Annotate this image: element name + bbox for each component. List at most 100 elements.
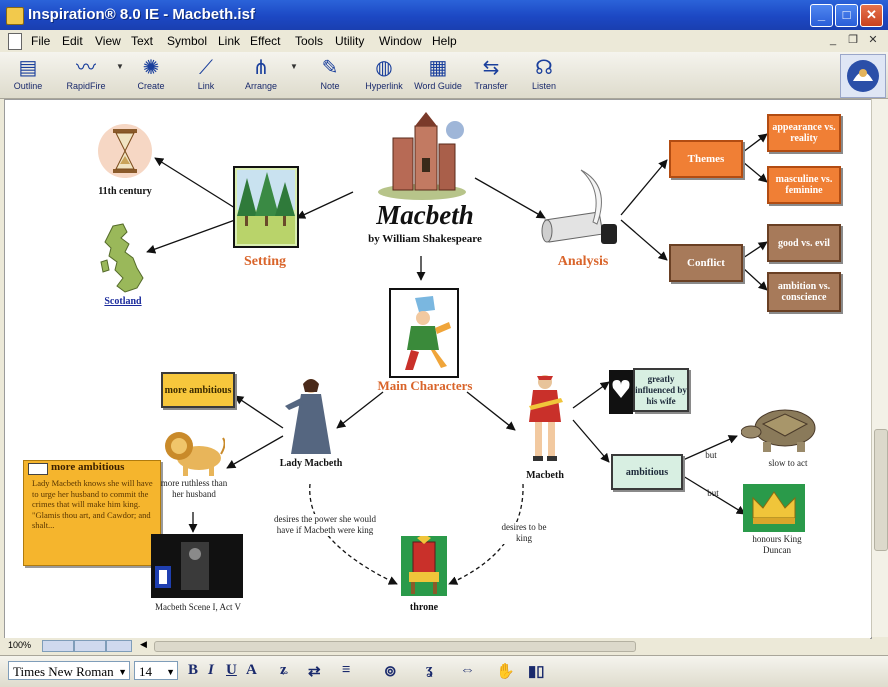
but-label-1[interactable]: but <box>705 450 717 460</box>
hourglass-picture[interactable] <box>95 122 155 180</box>
good-evil-box[interactable]: good vs. evil <box>767 224 841 262</box>
setting-label[interactable]: Setting <box>244 254 286 269</box>
document-icon[interactable] <box>8 33 22 50</box>
crown-picture[interactable] <box>743 484 805 532</box>
bold-button[interactable]: B <box>188 662 199 678</box>
note-button[interactable]: ✎ Note <box>312 55 348 95</box>
mdi-restore-icon[interactable]: ❐ <box>848 34 858 46</box>
line-thickness-icon[interactable]: ≡ <box>342 662 351 678</box>
menu-view[interactable]: View <box>95 34 121 48</box>
menu-link[interactable]: Link <box>218 34 241 48</box>
appearance-box[interactable]: appearance vs. reality <box>767 114 841 152</box>
macbeth-picture[interactable] <box>517 372 573 464</box>
more-ruthless-label[interactable]: more ruthless than her husband <box>160 478 228 499</box>
menu-window[interactable]: Window <box>379 34 422 48</box>
zoom-level[interactable]: 100% <box>8 640 32 650</box>
macbeth-character-label[interactable]: Macbeth <box>526 470 564 481</box>
size-dropdown-icon[interactable]: ▼ <box>166 667 175 677</box>
hyperlink-button[interactable]: ◍ Hyperlink <box>360 55 408 95</box>
word-guide-button[interactable]: ▦ Word Guide <box>410 55 466 95</box>
transfer-button[interactable]: ⇆ Transfer <box>470 55 512 95</box>
slow-to-act-label[interactable]: slow to act <box>768 458 808 468</box>
underline-button[interactable]: U <box>226 662 237 678</box>
link-style-icon[interactable]: ʓ <box>426 662 433 678</box>
macbeth-scene-label[interactable]: Macbeth Scene I, Act V <box>154 602 242 612</box>
zoom-out-mountain-icon[interactable] <box>42 640 74 652</box>
font-dropdown-icon[interactable]: ▼ <box>118 667 127 677</box>
main-subtitle[interactable]: by William Shakespeare <box>368 233 482 245</box>
scotland-map-picture[interactable] <box>97 222 149 296</box>
menu-help[interactable]: Help <box>432 34 457 48</box>
arrange-button[interactable]: ⋔ Arrange <box>238 55 284 95</box>
greatly-influenced-box[interactable]: greatly influenced by his wife <box>633 368 689 412</box>
jester-picture[interactable] <box>389 288 459 378</box>
diagram-canvas[interactable]: Macbeth by William Shakespeare 11th cent… <box>4 99 872 639</box>
menu-symbol[interactable]: Symbol <box>167 34 208 48</box>
minimize-button[interactable]: _ <box>810 4 833 27</box>
main-characters-label[interactable]: Main Characters <box>377 378 473 393</box>
text-color-icon[interactable]: A <box>246 662 257 678</box>
masculine-box[interactable]: masculine vs. feminine <box>767 166 841 204</box>
close-button[interactable]: ✕ <box>860 4 883 27</box>
font-size-select[interactable]: 14 ▼ <box>134 661 178 680</box>
desires-king-label[interactable]: desires to be king <box>501 522 547 544</box>
forest-picture[interactable] <box>233 166 299 248</box>
link-lines <box>146 133 768 585</box>
menu-effect[interactable]: Effect <box>250 34 281 48</box>
maximize-button[interactable]: □ <box>835 4 858 27</box>
menu-edit[interactable]: Edit <box>62 34 83 48</box>
menu-tools[interactable]: Tools <box>295 34 324 48</box>
mdi-close-icon[interactable]: ✕ <box>868 34 878 46</box>
analysis-label[interactable]: Analysis <box>557 254 609 269</box>
lady-macbeth-picture[interactable] <box>283 376 339 456</box>
heart-picture[interactable] <box>609 370 633 414</box>
create-button[interactable]: ✺ Create <box>128 55 174 95</box>
menu-file[interactable]: File <box>31 34 51 48</box>
font-family-select[interactable]: Times New Roman ▼ <box>8 661 130 680</box>
listen-button[interactable]: ☊ Listen <box>524 55 564 95</box>
mdi-minimize-icon[interactable]: _ <box>829 34 837 46</box>
scrollbar-thumb[interactable] <box>874 429 888 551</box>
hand-tool-icon[interactable]: ✋ <box>496 664 515 680</box>
arrow-style-icon[interactable]: ⇄ <box>308 664 321 680</box>
symbol-shape-icon[interactable]: ⊚ <box>384 664 397 680</box>
swap-icon[interactable]: ⇔ <box>460 662 475 678</box>
themes-box[interactable]: Themes <box>669 140 743 178</box>
tortoise-picture[interactable] <box>740 402 825 454</box>
line-style-icon[interactable]: ʑ <box>280 662 288 678</box>
align-icon[interactable]: ▮▯ <box>528 664 545 680</box>
more-ambitious-box[interactable]: more ambitious <box>161 372 235 408</box>
main-title[interactable]: Macbeth <box>376 200 474 230</box>
century-label[interactable]: 11th century <box>98 186 152 197</box>
desires-power-label[interactable]: desires the power she would have if Macb… <box>273 514 377 536</box>
arrange-dropdown-icon[interactable]: ▼ <box>290 62 298 71</box>
quill-scroll-picture[interactable] <box>541 166 623 250</box>
listen-icon: ☊ <box>535 57 553 79</box>
menu-utility[interactable]: Utility <box>335 34 365 48</box>
lion-picture[interactable] <box>161 424 226 478</box>
lady-macbeth-label[interactable]: Lady Macbeth <box>279 458 343 469</box>
honours-king-label[interactable]: honours King Duncan <box>752 534 802 555</box>
zoom-mountains-icon[interactable] <box>74 640 106 652</box>
conflict-box[interactable]: Conflict <box>669 244 743 282</box>
link-button[interactable]: ⟋ Link <box>186 55 226 95</box>
scotland-link[interactable]: Scotland <box>104 296 142 307</box>
scroll-left-icon[interactable]: ◀ <box>140 639 147 649</box>
menu-text[interactable]: Text <box>131 34 154 48</box>
ambition-conscience-box[interactable]: ambition vs. conscience <box>767 272 841 312</box>
castle-picture[interactable] <box>375 108 469 200</box>
throne-label[interactable]: throne <box>409 602 439 613</box>
rapidfire-button[interactable]: 〰 RapidFire <box>60 55 112 95</box>
ambitious-box[interactable]: ambitious <box>611 454 683 490</box>
vertical-scrollbar[interactable] <box>871 99 888 637</box>
italic-button[interactable]: I <box>208 662 214 678</box>
throne-picture[interactable] <box>401 534 447 596</box>
zoom-in-icon[interactable] <box>106 640 132 652</box>
app-icon[interactable] <box>6 7 24 25</box>
rapidfire-dropdown-icon[interactable]: ▼ <box>116 62 124 71</box>
note-popup[interactable]: more ambitious Lady Macbeth knows she wi… <box>23 460 161 566</box>
outline-button[interactable]: ▤ Outline <box>8 55 48 95</box>
horizontal-scroll-thumb[interactable] <box>154 641 636 652</box>
but-label-2[interactable]: but <box>707 488 719 498</box>
scene-photo[interactable] <box>151 534 243 598</box>
